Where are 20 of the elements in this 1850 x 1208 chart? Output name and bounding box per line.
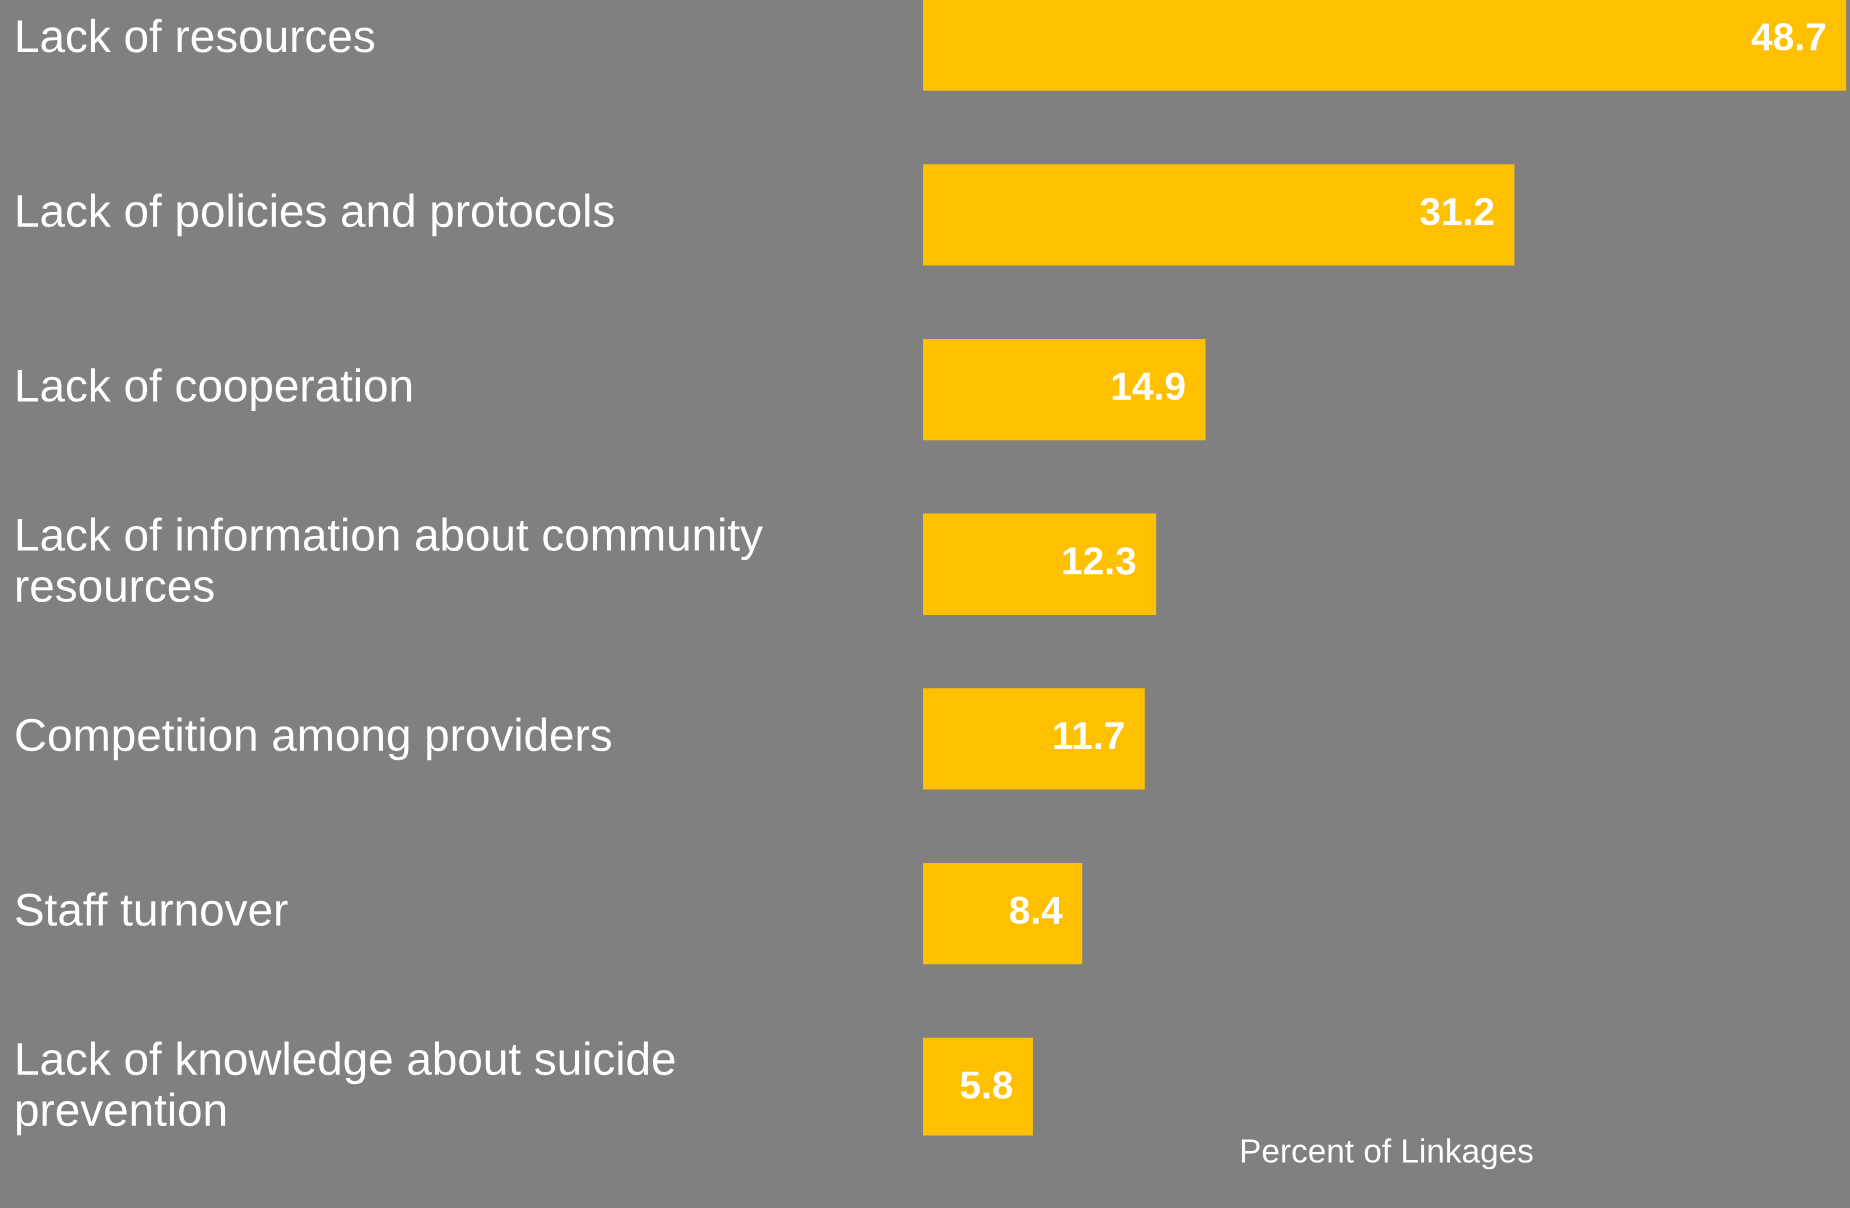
data-label: 5.8 [960, 1071, 1013, 1099]
y-tick-label: Lack of knowledge about suicide prevention [16, 1041, 675, 1136]
y-tick-label: Lack of cooperation [17, 368, 412, 411]
y-tick-label: Lack of policies and protocols [17, 193, 614, 237]
x-axis-title: Percent of Linkages [1241, 1138, 1533, 1170]
bar [923, 338, 1206, 441]
bar [923, 863, 1083, 965]
y-tick-label: Lack of information about community resources [17, 517, 763, 603]
y-tick-label: Lack of resources [17, 18, 375, 53]
y-tick-label: Competition among providers [16, 717, 612, 761]
data-label: 14.9 [1112, 372, 1185, 401]
data-label: 11.7 [1054, 722, 1124, 750]
bar [923, 513, 1157, 615]
data-label: 31.2 [1420, 197, 1494, 226]
y-tick-label: Staff turnover [16, 892, 288, 926]
data-label: 12.3 [1063, 547, 1136, 575]
bar [923, 164, 1515, 266]
data-label: 8.4 [1009, 896, 1063, 925]
bar [923, 688, 1145, 790]
data-label: 48.7 [1751, 23, 1826, 51]
